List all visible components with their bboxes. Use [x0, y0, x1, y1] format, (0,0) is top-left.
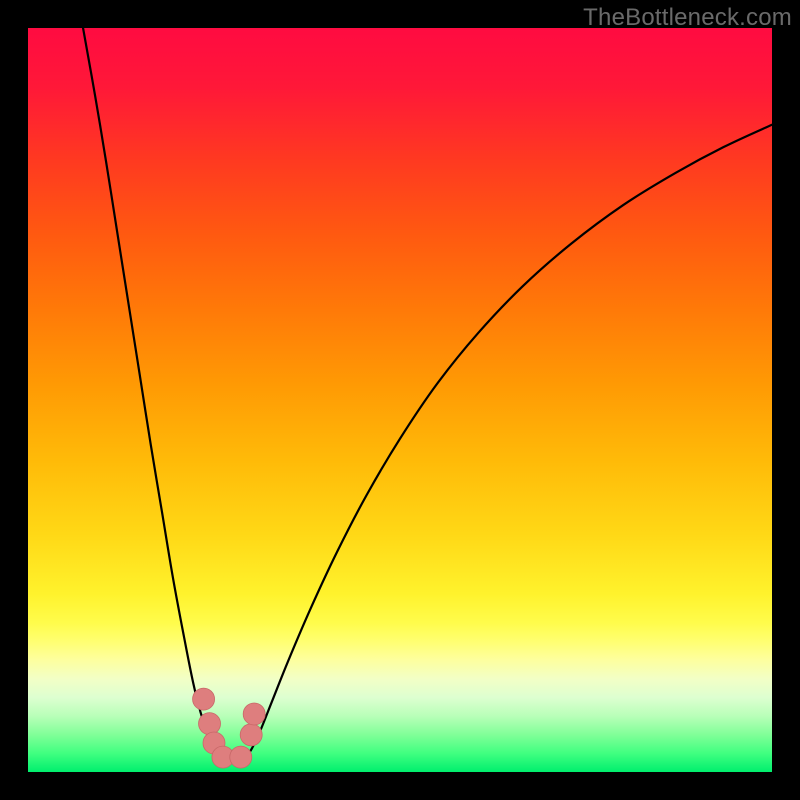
chart-frame: TheBottleneck.com: [0, 0, 800, 800]
plot-svg: [28, 28, 772, 772]
marker-dot: [199, 713, 221, 735]
marker-dot: [193, 688, 215, 710]
watermark-text: TheBottleneck.com: [583, 4, 792, 32]
marker-dot: [240, 724, 262, 746]
marker-dot: [243, 703, 265, 725]
marker-dot: [230, 746, 252, 768]
gradient-background: [28, 28, 772, 772]
plot-area: [28, 28, 772, 772]
